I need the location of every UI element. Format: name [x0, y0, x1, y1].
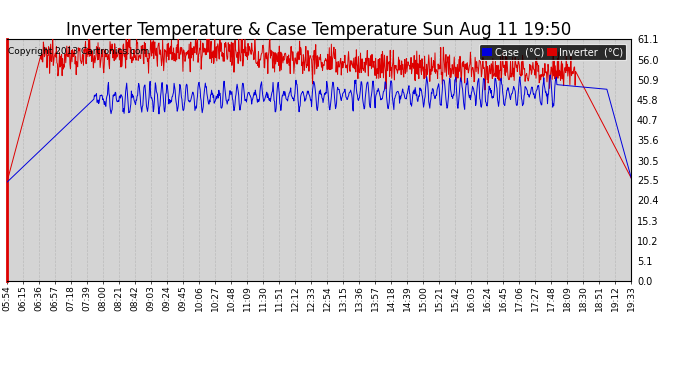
Title: Inverter Temperature & Case Temperature Sun Aug 11 19:50: Inverter Temperature & Case Temperature … [66, 21, 572, 39]
Legend: Case  (°C), Inverter  (°C): Case (°C), Inverter (°C) [479, 44, 627, 60]
Text: Copyright 2013 Cartronics.com: Copyright 2013 Cartronics.com [8, 46, 150, 56]
